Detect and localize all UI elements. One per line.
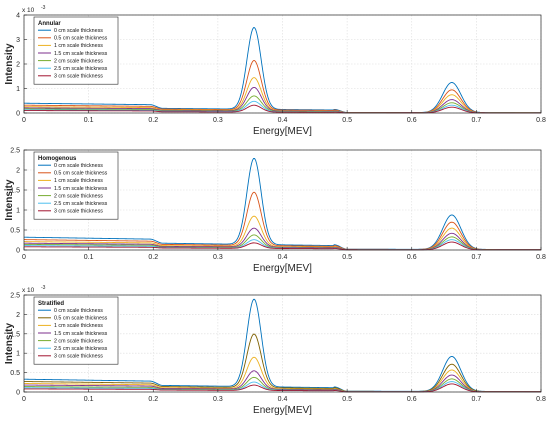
- y-tick-label: 4: [16, 13, 20, 20]
- legend-entry: 2 cm scale thickness: [54, 193, 103, 199]
- legend-entry: 0 cm scale thickness: [54, 163, 103, 169]
- series-line-2: [23, 191, 541, 251]
- x-tick-label: 0.2: [148, 117, 158, 124]
- legend-box: [33, 151, 119, 220]
- x-tick-label: 0.7: [472, 254, 482, 261]
- legend-entry: 3 cm scale thickness: [54, 354, 103, 360]
- chart-panel-3: 0 0.1 0.2 0.3 0.4 0.5 0.6 0.7 0.8 0 0.5 1 1.5 2 2.5x 1…: [4, 285, 546, 416]
- legend-entry: 3 cm scale thickness: [54, 74, 103, 80]
- series-line-2: [23, 333, 541, 393]
- x-tick-label: 0.4: [278, 117, 288, 124]
- legend-entry: 2 cm scale thickness: [54, 58, 103, 64]
- y-exponent-label: x 10: [22, 287, 35, 294]
- y-tick-label: 0.5: [10, 228, 20, 235]
- x-tick-label: 0.1: [84, 117, 94, 124]
- y-axis-label: Intensity: [4, 43, 15, 85]
- x-axis-label: Energy[MEV]: [253, 263, 312, 274]
- legend-entry: 0.5 cm scale thickness: [54, 36, 108, 42]
- x-axis-label: Energy[MEV]: [253, 405, 312, 416]
- x-axis-label: Energy[MEV]: [253, 126, 312, 137]
- legend-entry: 3 cm scale thickness: [54, 209, 103, 215]
- x-tick-label: 0.5: [342, 396, 352, 403]
- y-exponent-power: -3: [41, 285, 46, 291]
- series-line-1: [23, 27, 541, 114]
- x-tick-label: 0.1: [84, 254, 94, 261]
- y-tick-label: 1: [16, 351, 20, 358]
- x-tick-label: 0.3: [213, 254, 223, 261]
- x-tick-label: 0.6: [407, 254, 417, 261]
- legend-entry: 1.5 cm scale thickness: [54, 51, 108, 57]
- y-tick-label: 2: [16, 62, 20, 69]
- y-tick-label: 1.5: [10, 331, 20, 338]
- x-tick-label: 0.8: [536, 117, 546, 124]
- y-tick-label: 0: [16, 248, 20, 255]
- legend-box: [33, 296, 119, 365]
- legend-entry: 1.5 cm scale thickness: [54, 186, 108, 192]
- legend-box: [33, 16, 119, 85]
- y-tick-label: 3: [16, 37, 20, 44]
- y-tick-label: 2.5: [10, 148, 20, 155]
- legend-entry: 1 cm scale thickness: [54, 323, 103, 329]
- legend-entry: 2.5 cm scale thickness: [54, 346, 108, 352]
- series-line-3: [23, 215, 541, 251]
- x-tick-label: 0.6: [407, 117, 417, 124]
- x-tick-label: 0.4: [278, 396, 288, 403]
- legend-entry: 0 cm scale thickness: [54, 308, 103, 314]
- y-tick-label: 2: [16, 168, 20, 175]
- series-line-1: [23, 298, 542, 392]
- y-tick-label: 2: [16, 312, 20, 319]
- x-tick-label: 0.2: [148, 254, 158, 261]
- y-axis-label: Intensity: [4, 179, 15, 221]
- chart-panel-2: 0 0.1 0.2 0.3 0.4 0.5 0.6 0.7 0.8 0 0.5 1 1.5 2 2.5 Ene…: [4, 148, 546, 275]
- y-tick-label: 0: [16, 390, 20, 397]
- y-tick-label: 1: [16, 86, 20, 93]
- legend-title: Stratified: [38, 301, 64, 307]
- x-tick-label: 0: [22, 117, 26, 124]
- y-tick-label: 2.5: [10, 293, 20, 300]
- x-tick-label: 0.1: [84, 396, 94, 403]
- legend-title: Homogenous: [38, 156, 77, 162]
- legend-entry: 2.5 cm scale thickness: [54, 66, 108, 72]
- y-axis-label: Intensity: [4, 323, 15, 365]
- x-tick-label: 0.3: [213, 117, 223, 124]
- x-tick-label: 0.8: [536, 396, 546, 403]
- series-line-1: [23, 158, 541, 250]
- x-tick-label: 0.7: [472, 117, 482, 124]
- legend-entry: 0 cm scale thickness: [54, 28, 103, 34]
- legend-entry: 1 cm scale thickness: [54, 178, 103, 184]
- legend-entry: 1 cm scale thickness: [54, 43, 103, 49]
- legend-entry: 2 cm scale thickness: [54, 338, 103, 344]
- legend-title: Annular: [38, 21, 61, 27]
- x-tick-label: 0: [22, 254, 26, 261]
- y-exponent-label: x 10: [22, 7, 35, 14]
- chart-panel-1: 0 0.1 0.2 0.3 0.4 0.5 0.6 0.7 0.8 0 1 2 3 4x 10 -3 Ener…: [4, 5, 546, 137]
- x-tick-label: 0: [22, 396, 26, 403]
- y-tick-label: 1.5: [10, 188, 20, 195]
- legend-entry: 2.5 cm scale thickness: [54, 201, 108, 207]
- legend-entry: 0.5 cm scale thickness: [54, 171, 108, 177]
- y-tick-label: 0: [16, 111, 20, 118]
- x-tick-label: 0.5: [342, 254, 352, 261]
- y-tick-label: 0.5: [10, 370, 20, 377]
- legend-entry: 0.5 cm scale thickness: [54, 316, 108, 322]
- legend-entry: 1.5 cm scale thickness: [54, 331, 108, 337]
- x-tick-label: 0.4: [278, 254, 288, 261]
- y-exponent-power: -3: [41, 5, 46, 11]
- x-tick-label: 0.3: [213, 396, 223, 403]
- x-tick-label: 0.5: [342, 117, 352, 124]
- x-tick-label: 0.7: [472, 396, 482, 403]
- y-tick-label: 1: [16, 208, 20, 215]
- x-tick-label: 0.6: [407, 396, 417, 403]
- x-tick-label: 0.8: [536, 254, 546, 261]
- series-line-3: [23, 356, 541, 393]
- x-tick-label: 0.2: [148, 396, 158, 403]
